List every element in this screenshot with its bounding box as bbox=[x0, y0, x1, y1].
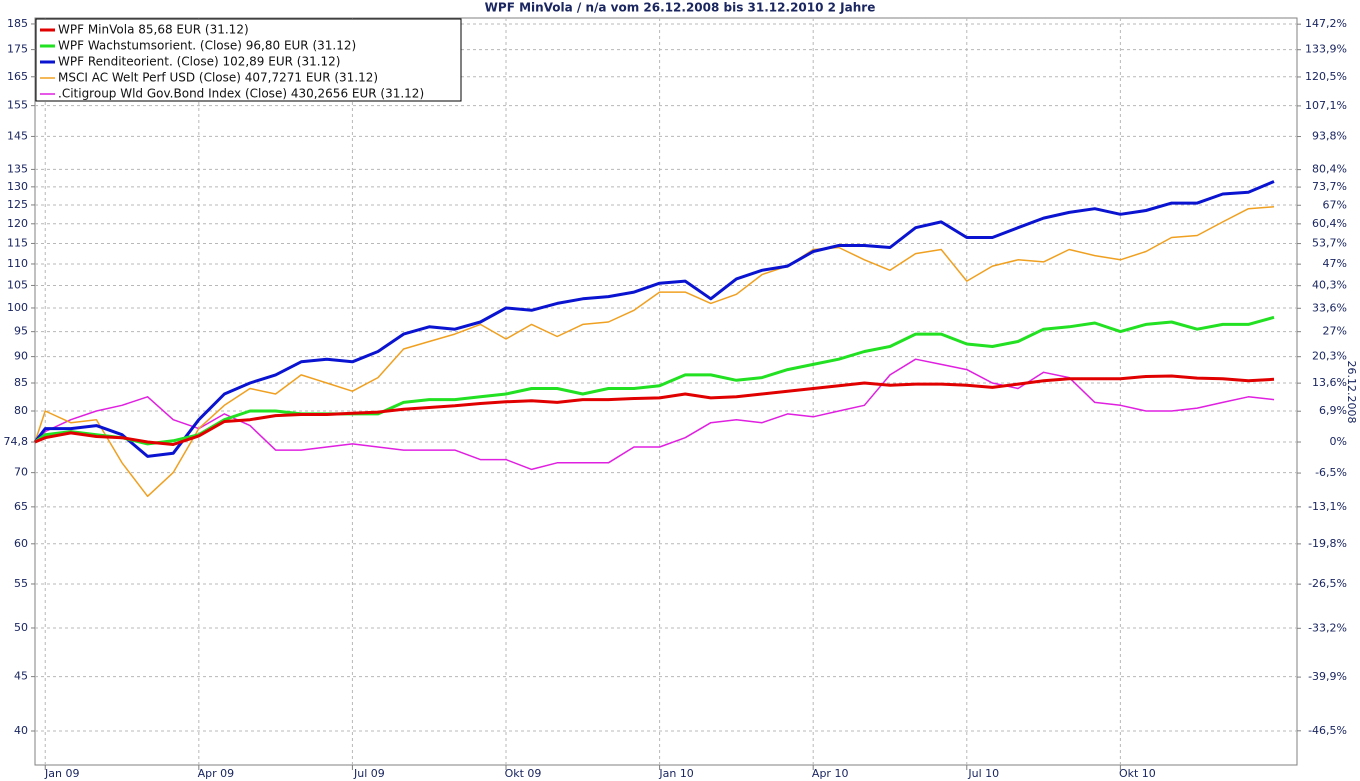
y2-tick-label: 120,5% bbox=[1305, 70, 1347, 83]
x-tick-label: Apr 10 bbox=[812, 767, 849, 780]
y2-tick-label: 20,3% bbox=[1312, 350, 1347, 363]
y2-tick-label: 107,1% bbox=[1305, 99, 1347, 112]
y2-tick-label: 147,2% bbox=[1305, 17, 1347, 30]
y2-tick-label: -13,1% bbox=[1308, 500, 1347, 513]
y2-tick-label: 93,8% bbox=[1312, 130, 1347, 143]
y2-tick-label: -26,5% bbox=[1308, 577, 1347, 590]
y-tick-label: 165 bbox=[7, 70, 28, 83]
y-tick-label: 60 bbox=[14, 537, 28, 550]
y-tick-label: 145 bbox=[7, 129, 28, 142]
series-line bbox=[34, 358, 1275, 471]
series-line bbox=[34, 206, 1275, 498]
y-tick-label: 74,8 bbox=[4, 435, 29, 448]
y2-tick-label: 133,9% bbox=[1305, 43, 1347, 56]
legend-label: .Citigroup Wld Gov.Bond Index (Close) 43… bbox=[58, 87, 424, 101]
series-line bbox=[34, 315, 1275, 446]
y2-tick-label: 40,3% bbox=[1312, 279, 1347, 292]
plot-area bbox=[34, 17, 1298, 766]
x-tick-label: Jan 09 bbox=[44, 767, 79, 780]
y-tick-label: 50 bbox=[14, 621, 28, 634]
y2-tick-label: -46,5% bbox=[1308, 724, 1347, 737]
y-tick-label: 95 bbox=[14, 325, 28, 338]
legend-label: WPF Renditeorient. (Close) 102,89 EUR (3… bbox=[58, 55, 340, 69]
y2-tick-label: 27% bbox=[1323, 325, 1347, 338]
y2-tick-label: 6,9% bbox=[1319, 404, 1347, 417]
x-tick-label: Apr 09 bbox=[198, 767, 235, 780]
y-tick-label: 175 bbox=[7, 43, 28, 56]
y-tick-label: 155 bbox=[7, 99, 28, 112]
y-tick-label: 100 bbox=[7, 301, 28, 314]
y2-tick-label: 80,4% bbox=[1312, 163, 1347, 176]
y-tick-label: 85 bbox=[14, 376, 28, 389]
y-tick-label: 120 bbox=[7, 217, 28, 230]
y2-tick-label: -6,5% bbox=[1315, 466, 1347, 479]
y-tick-label: 115 bbox=[7, 236, 28, 249]
legend-box bbox=[35, 18, 462, 102]
x-tick-label: Okt 10 bbox=[1119, 767, 1156, 780]
x-tick-label: Jan 10 bbox=[658, 767, 693, 780]
legend-label: WPF MinVola 85,68 EUR (31.12) bbox=[58, 23, 249, 37]
y-tick-label: 80 bbox=[14, 404, 28, 417]
y-tick-label: 40 bbox=[14, 724, 28, 737]
y-tick-label: 185 bbox=[7, 17, 28, 30]
y2-tick-label: 60,4% bbox=[1312, 217, 1347, 230]
y2-tick-label: 73,7% bbox=[1312, 180, 1347, 193]
legend-label: WPF Wachstumsorient. (Close) 96,80 EUR (… bbox=[58, 39, 356, 53]
y2-tick-label: 67% bbox=[1323, 198, 1347, 211]
x-tick-label: Jul 10 bbox=[967, 767, 999, 780]
y2-tick-label: -39,9% bbox=[1308, 670, 1347, 683]
y-tick-label: 135 bbox=[7, 162, 28, 175]
y-tick-label: 105 bbox=[7, 278, 28, 291]
y-tick-label: 90 bbox=[14, 350, 28, 363]
series-line bbox=[34, 374, 1275, 446]
y-tick-label: 70 bbox=[14, 466, 28, 479]
y-tick-label: 125 bbox=[7, 198, 28, 211]
y2-tick-label: 33,6% bbox=[1312, 301, 1347, 314]
y2-tick-label: 47% bbox=[1323, 257, 1347, 270]
y2-tick-label: 0% bbox=[1330, 435, 1347, 448]
y-tick-label: 65 bbox=[14, 500, 28, 513]
y2-tick-label: 13,6% bbox=[1312, 376, 1347, 389]
y-tick-label: 110 bbox=[7, 257, 28, 270]
y2-axis-label: 26.12.2008 bbox=[1345, 361, 1358, 424]
y-tick-label: 55 bbox=[14, 577, 28, 590]
chart-title: WPF MinVola / n/a vom 26.12.2008 bis 31.… bbox=[485, 1, 876, 15]
legend-label: MSCI AC Welt Perf USD (Close) 407,7271 E… bbox=[58, 71, 378, 85]
y-tick-label: 45 bbox=[14, 670, 28, 683]
y-tick-label: 130 bbox=[7, 180, 28, 193]
x-tick-label: Okt 09 bbox=[505, 767, 542, 780]
series-line bbox=[33, 180, 1275, 458]
y2-tick-label: 53,7% bbox=[1312, 237, 1347, 250]
x-tick-label: Jul 09 bbox=[353, 767, 385, 780]
y2-tick-label: -19,8% bbox=[1308, 537, 1347, 550]
y2-tick-label: -33,2% bbox=[1308, 621, 1347, 634]
